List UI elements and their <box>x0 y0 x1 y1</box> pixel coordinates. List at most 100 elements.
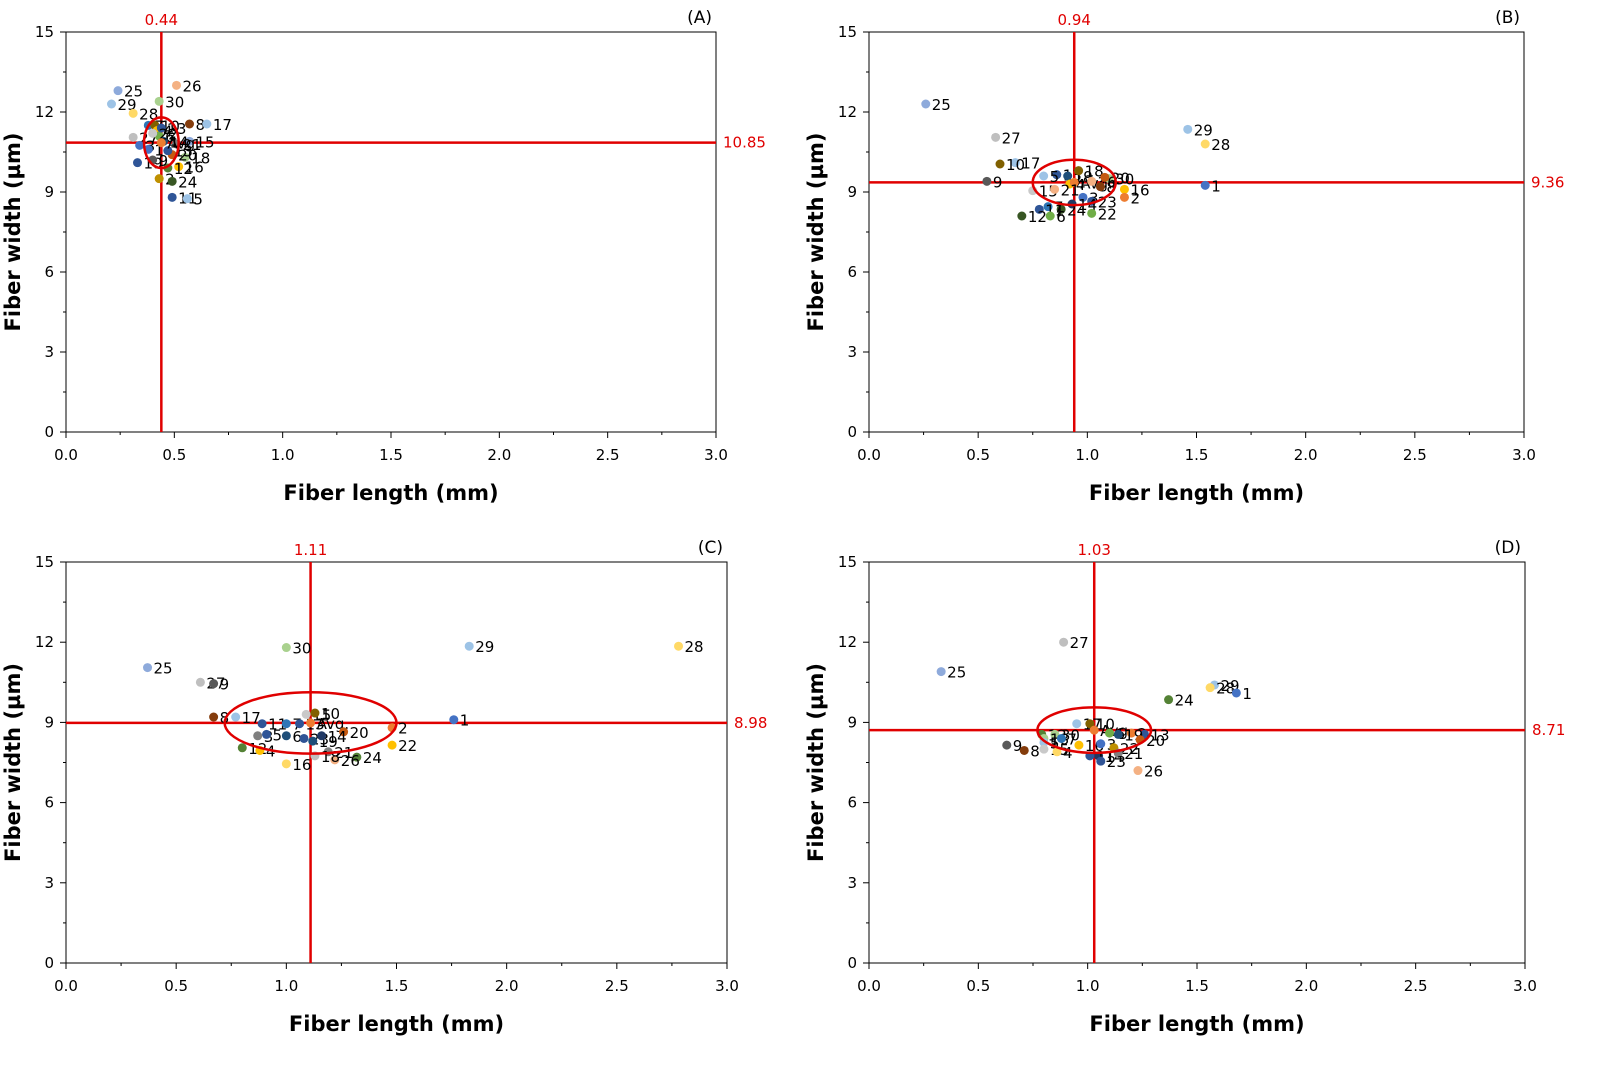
point-label: 1 <box>154 141 164 159</box>
x-tick-label: 1.0 <box>274 977 298 995</box>
avg-width-label: 9.36 <box>1531 173 1564 191</box>
data-point <box>1231 688 1241 698</box>
point-label: 25 <box>154 660 173 678</box>
x-tick-label: 3.0 <box>1513 977 1537 995</box>
y-tick-label: 0 <box>44 954 54 972</box>
data-point <box>1096 756 1106 766</box>
y-tick-label: 3 <box>847 874 857 892</box>
data-point <box>1087 176 1097 186</box>
y-tick-label: 9 <box>847 713 857 731</box>
data-point <box>1085 719 1095 729</box>
point-label: 29 <box>1194 121 1213 139</box>
data-point <box>185 136 194 146</box>
panel-label: (C) <box>698 538 723 558</box>
point-label: 22 <box>1098 205 1117 223</box>
data-point <box>1050 184 1060 194</box>
point-label: 8 <box>1030 742 1040 760</box>
point-label: 6 <box>292 728 302 746</box>
data-point <box>257 719 267 729</box>
point-label: 14 <box>328 728 347 746</box>
data-point <box>128 108 138 118</box>
data-point <box>281 719 291 729</box>
data-point <box>1105 728 1115 738</box>
x-axis-title: Fiber length (mm) <box>1089 1012 1304 1036</box>
point-label: 20 <box>350 724 369 742</box>
point-label: 7 <box>1067 730 1077 748</box>
y-tick-label: 0 <box>847 423 857 441</box>
y-tick-label: 9 <box>44 713 54 731</box>
data-point <box>107 99 116 109</box>
point-label: 10 <box>1006 156 1025 174</box>
point-label: 10 <box>161 117 180 135</box>
data-point <box>182 194 192 204</box>
point-label: 9 <box>220 676 230 694</box>
y-tick-label: 15 <box>838 23 857 41</box>
data-point <box>449 715 459 725</box>
point-label: 23 <box>1107 753 1126 771</box>
point-label: 21 <box>183 136 202 154</box>
x-tick-label: 0.5 <box>966 977 990 995</box>
data-point <box>1205 683 1215 693</box>
data-point <box>1069 177 1079 187</box>
data-point <box>308 736 318 746</box>
point-label: 21 <box>1061 181 1080 199</box>
point-label: 28 <box>1211 136 1230 154</box>
x-tick-label: 0.5 <box>164 977 188 995</box>
point-label: 25 <box>932 96 951 114</box>
y-tick-label: 9 <box>44 183 54 201</box>
data-point <box>1089 725 1099 735</box>
avg-width-label: 8.98 <box>734 714 767 732</box>
point-label: 11 <box>268 716 287 734</box>
data-point <box>1019 745 1029 755</box>
point-label: 27 <box>1002 129 1021 147</box>
x-tick-label: 1.0 <box>271 446 295 464</box>
point-label: 17 <box>213 116 232 134</box>
point-label: 26 <box>341 752 360 770</box>
data-point <box>143 663 153 673</box>
data-point <box>1126 728 1136 738</box>
data-point <box>1056 204 1066 214</box>
data-point <box>1200 139 1210 149</box>
point-label: 21 <box>1124 745 1143 763</box>
data-point <box>1050 729 1060 739</box>
data-point <box>1052 170 1062 180</box>
point-label: 4 <box>1063 744 1073 762</box>
data-point <box>253 731 263 741</box>
x-tick-label: 2.0 <box>495 977 519 995</box>
data-point <box>163 146 173 156</box>
plot-frame <box>868 31 1525 433</box>
point-label: 16 <box>185 159 204 177</box>
panel-label: (A) <box>687 8 712 28</box>
data-point <box>352 752 362 762</box>
x-tick-label: 1.5 <box>1185 446 1209 464</box>
point-label: 22 <box>398 737 417 755</box>
data-point <box>1017 211 1027 221</box>
point-label: 18 <box>1085 163 1104 181</box>
data-point <box>299 733 309 743</box>
data-point <box>1059 637 1069 647</box>
data-point <box>306 718 316 728</box>
data-point <box>1164 695 1174 705</box>
data-point <box>674 641 684 651</box>
data-point <box>317 731 327 741</box>
data-point <box>1072 719 1082 729</box>
y-tick-label: 3 <box>44 874 54 892</box>
y-tick-label: 9 <box>847 183 857 201</box>
x-tick-label: 2.0 <box>1294 977 1318 995</box>
point-label: 30 <box>292 640 311 658</box>
data-point <box>339 727 349 737</box>
data-point <box>1078 192 1088 202</box>
point-label: 28 <box>1216 680 1235 698</box>
data-point <box>133 158 142 168</box>
x-tick-label: 0.5 <box>966 446 990 464</box>
panel-label: (B) <box>1495 8 1520 28</box>
avg-ellipse <box>223 690 398 755</box>
x-tick-label: 0.0 <box>54 446 78 464</box>
point-label: Avg. <box>167 135 200 153</box>
y-axis-title: Fiber width (µm) <box>804 663 828 862</box>
data-point <box>1133 766 1143 776</box>
point-label: 4 <box>163 123 173 141</box>
point-label: 2 <box>1130 189 1140 207</box>
